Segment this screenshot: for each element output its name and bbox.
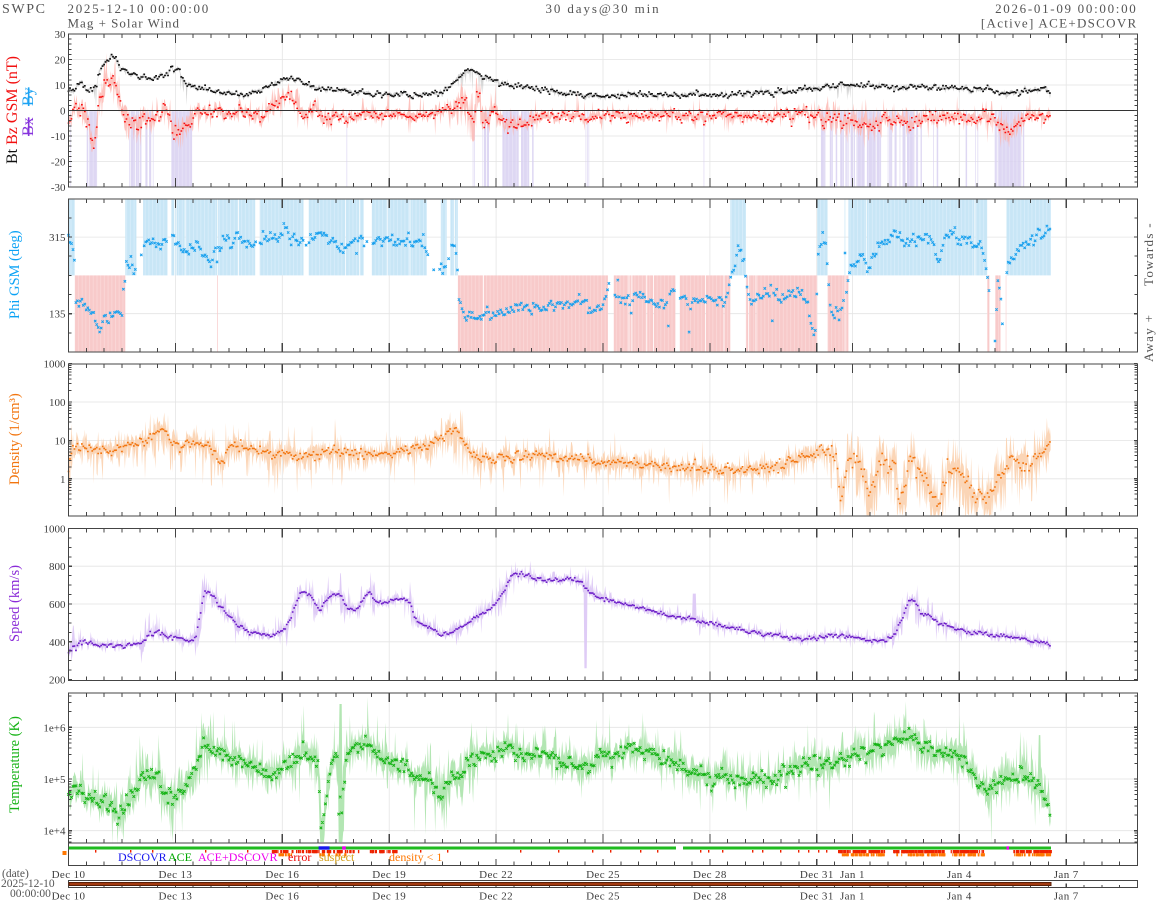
svg-text:ACE+DSCOVR: ACE+DSCOVR: [198, 850, 277, 864]
svg-text:Jan 1: Jan 1: [840, 891, 865, 903]
svg-text:Jan 1: Jan 1: [840, 869, 865, 881]
svg-text:Dec 28: Dec 28: [693, 891, 727, 903]
svg-text:1000: 1000: [44, 359, 67, 371]
svg-text:By: By: [20, 87, 37, 106]
svg-text:suspect: suspect: [319, 850, 355, 864]
svg-text:Jan 7: Jan 7: [1054, 891, 1079, 903]
svg-text:-10: -10: [51, 131, 66, 143]
svg-text:Dec 22: Dec 22: [479, 891, 513, 903]
svg-text:Dec 13: Dec 13: [158, 869, 192, 881]
svg-text:Dec 19: Dec 19: [372, 891, 406, 903]
svg-text:Jan 4: Jan 4: [947, 869, 972, 881]
svg-text:20: 20: [55, 55, 67, 67]
svg-text:Bt Bz GSM (nT): Bt Bz GSM (nT): [4, 56, 21, 164]
svg-text:Dec 10: Dec 10: [52, 891, 86, 903]
svg-text:0: 0: [60, 106, 66, 118]
svg-text:Density (1/cm³): Density (1/cm³): [7, 393, 23, 485]
svg-text:Temperature (K): Temperature (K): [7, 716, 23, 813]
svg-text:1000: 1000: [44, 524, 67, 536]
svg-text:error: error: [288, 850, 311, 864]
svg-text:400: 400: [49, 637, 66, 649]
svg-text:-30: -30: [51, 182, 66, 194]
svg-text:10: 10: [55, 80, 67, 92]
svg-text:Jan 4: Jan 4: [947, 891, 972, 903]
svg-text:Towards -: Towards -: [1141, 222, 1156, 286]
svg-text:30 days@30 min: 30 days@30 min: [545, 1, 660, 16]
svg-text:600: 600: [49, 599, 66, 611]
svg-text:Dec 16: Dec 16: [265, 891, 299, 903]
svg-text:[Active] ACE+DSCOVR: [Active] ACE+DSCOVR: [981, 16, 1138, 31]
svg-text:DSCOVR: DSCOVR: [118, 850, 167, 864]
svg-text:(date): (date): [2, 868, 29, 880]
svg-text:Phi GSM (deg): Phi GSM (deg): [7, 230, 23, 319]
svg-text:Dec 22: Dec 22: [479, 869, 513, 881]
svg-text:00:00:00: 00:00:00: [10, 888, 51, 900]
svg-text:Dec 13: Dec 13: [158, 891, 192, 903]
svg-text:Speed (km/s): Speed (km/s): [7, 565, 23, 642]
svg-text:2025-12-10: 2025-12-10: [1, 878, 55, 890]
svg-text:315: 315: [49, 232, 66, 244]
svg-text:Dec 31: Dec 31: [800, 891, 834, 903]
svg-text:Dec 28: Dec 28: [693, 869, 727, 881]
svg-text:ACE: ACE: [168, 850, 192, 864]
svg-text:100: 100: [49, 397, 66, 409]
svg-text:Mag + Solar Wind: Mag + Solar Wind: [68, 16, 180, 31]
svg-text:Dec 25: Dec 25: [586, 891, 620, 903]
svg-text:200: 200: [49, 675, 66, 687]
svg-text:Dec 31: Dec 31: [800, 869, 834, 881]
svg-text:135: 135: [49, 309, 66, 321]
svg-text:Away +: Away +: [1141, 314, 1156, 362]
svg-text:SWPC: SWPC: [2, 2, 47, 17]
svg-text:-20: -20: [51, 157, 66, 169]
svg-text:density < 1: density < 1: [389, 850, 442, 864]
svg-text:Jan 7: Jan 7: [1054, 869, 1079, 881]
svg-text:10: 10: [55, 435, 67, 447]
svg-text:Dec 16: Dec 16: [265, 869, 299, 881]
svg-text:2025-12-10 00:00:00: 2025-12-10 00:00:00: [68, 1, 210, 16]
svg-text:1e+6: 1e+6: [43, 722, 66, 734]
svg-text:2026-01-09 00:00:00: 2026-01-09 00:00:00: [995, 1, 1137, 16]
svg-text:1e+5: 1e+5: [43, 774, 66, 786]
svg-text:Dec 10: Dec 10: [52, 869, 86, 881]
svg-text:30: 30: [55, 29, 67, 41]
svg-text:Dec 25: Dec 25: [586, 869, 620, 881]
svg-text:Bx: Bx: [20, 117, 37, 136]
svg-text:1: 1: [60, 474, 66, 486]
svg-text:800: 800: [49, 561, 66, 573]
svg-text:Dec 19: Dec 19: [372, 869, 406, 881]
svg-text:1e+4: 1e+4: [43, 826, 66, 838]
